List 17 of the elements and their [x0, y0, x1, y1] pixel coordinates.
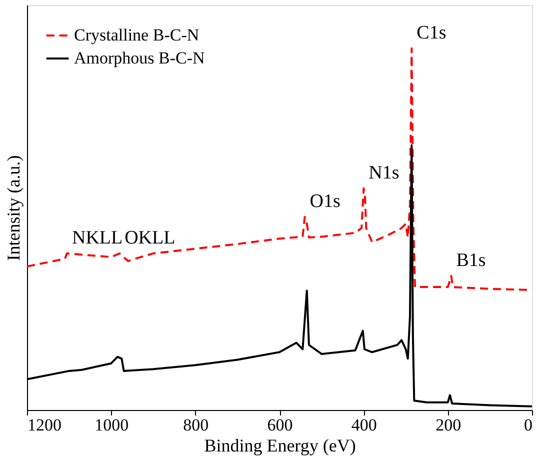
x-tick-label: 1200: [28, 416, 62, 434]
annotation: N1s: [368, 162, 400, 184]
annotation: OKLL: [124, 227, 176, 248]
legend-label: Amorphous B-C-N: [74, 48, 205, 68]
annotation: B1s: [456, 250, 486, 271]
annotation: NKLL: [72, 227, 123, 248]
x-tick-label: 0: [524, 416, 532, 434]
x-axis-title: Binding Energy (eV): [204, 436, 356, 456]
x-tick-label: 200: [436, 416, 462, 434]
y-axis-title: Intensity (a.u.): [4, 155, 24, 261]
annotation: O1s: [310, 190, 340, 212]
x-tick-label: 400: [351, 416, 377, 434]
x-tick-label: 600: [267, 416, 293, 434]
legend-label: Crystalline B-C-N: [74, 26, 200, 44]
annotation: C1s: [416, 22, 446, 44]
x-tick-label: 800: [183, 416, 209, 434]
x-tick-label: 1000: [94, 416, 129, 434]
